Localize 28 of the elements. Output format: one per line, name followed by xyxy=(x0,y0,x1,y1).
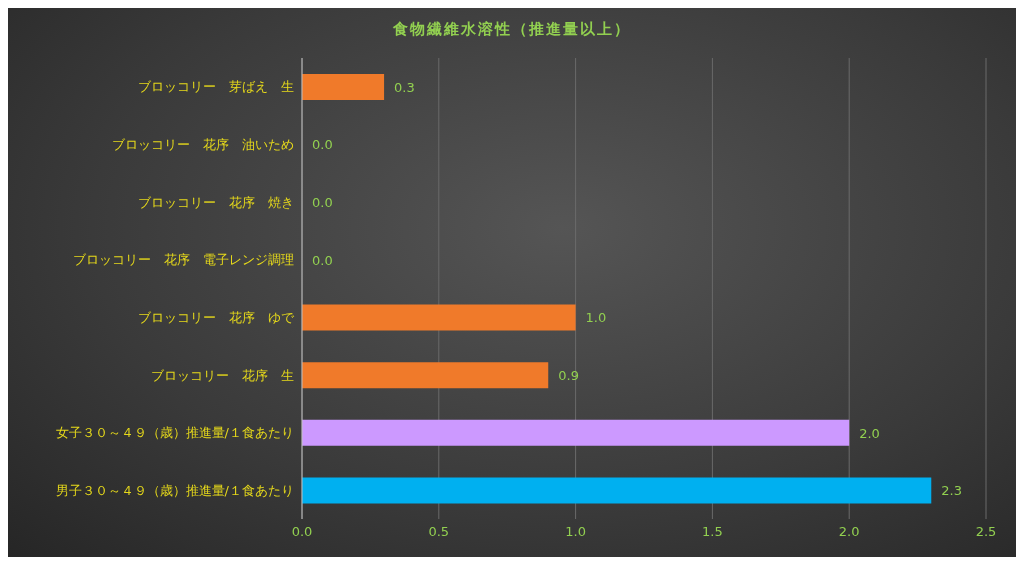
bar xyxy=(302,74,385,100)
y-tick-label: ブロッコリー 花序 電子レンジ調理 xyxy=(73,252,294,268)
y-tick-label: ブロッコリー 花序 生 xyxy=(151,367,294,383)
data-label: 0.9 xyxy=(558,367,579,383)
bar xyxy=(302,304,576,331)
bar xyxy=(302,419,850,446)
data-label: 2.3 xyxy=(941,483,962,499)
x-tick-label: 0.5 xyxy=(428,524,450,540)
x-tick-label: 2.5 xyxy=(975,524,997,540)
x-tick-label: 0.0 xyxy=(291,524,313,540)
y-tick-label: ブロッコリー 花序 焼き xyxy=(138,194,294,210)
y-tick-label: ブロッコリー 花序 油いため xyxy=(112,137,294,153)
y-tick-label: 女子３０～４９（歳）推進量/１食あたり xyxy=(55,425,294,441)
data-label: 0.0 xyxy=(312,195,333,211)
y-tick-label: 男子３０～４９（歳）推進量/１食あたり xyxy=(55,482,294,498)
data-label: 0.0 xyxy=(312,137,333,153)
x-tick-label: 1.5 xyxy=(702,524,723,540)
data-label: 0.0 xyxy=(312,252,333,268)
data-label: 0.3 xyxy=(394,79,415,95)
bar xyxy=(302,477,932,504)
x-tick-label: 2.0 xyxy=(838,524,860,540)
data-label: 2.0 xyxy=(859,425,880,441)
bar xyxy=(302,362,549,389)
chart-title: 食物繊維水溶性（推進量以上） xyxy=(392,20,632,39)
x-tick-label: 1.0 xyxy=(565,524,586,540)
y-tick-label: ブロッコリー 芽ばえ 生 xyxy=(138,79,294,95)
data-label: 1.0 xyxy=(585,310,607,326)
y-tick-label: ブロッコリー 花序 ゆで xyxy=(138,309,295,325)
